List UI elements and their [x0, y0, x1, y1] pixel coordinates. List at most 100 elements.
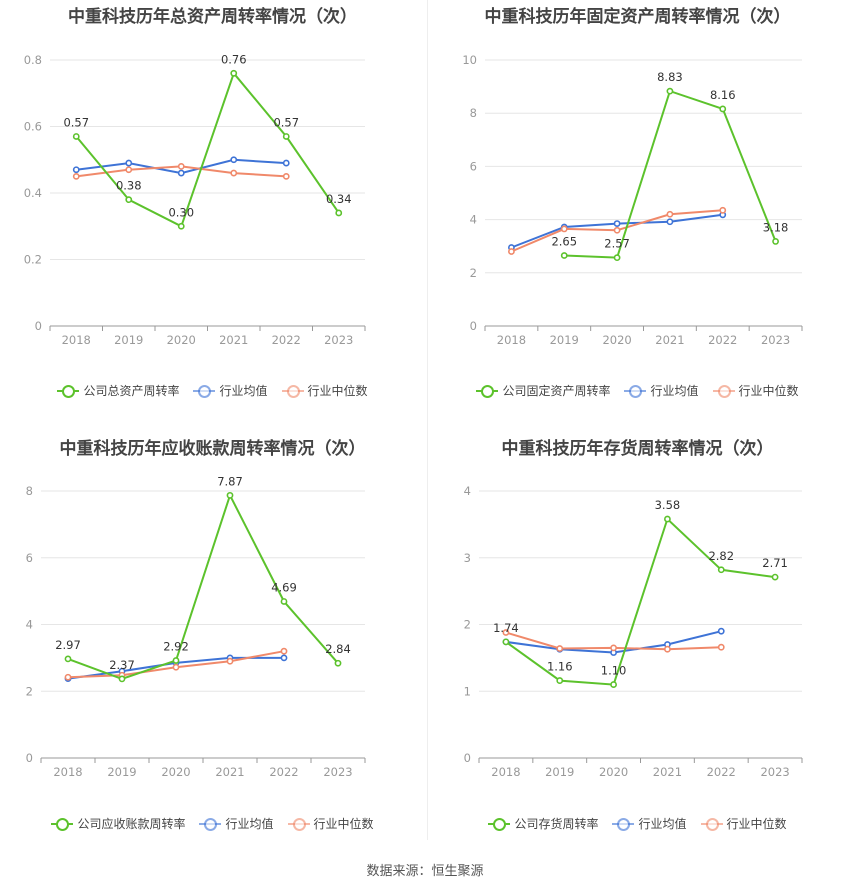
x-tick-label: 2018	[497, 333, 526, 347]
chart-legend: 公司固定资产周转率 行业均值 行业中位数	[425, 382, 850, 399]
data-label: 3.18	[763, 220, 789, 234]
legend-item-average[interactable]: 行业均值	[193, 382, 268, 399]
data-point-median	[282, 172, 290, 180]
data-label: 0.30	[168, 205, 194, 219]
data-label: 0.57	[273, 115, 299, 129]
chart-svg: 0 2 4 6 8 2018 2019 2020 2021 2022 2023 2.97 2.37 2.9…	[26, 474, 366, 779]
panel-divider	[427, 0, 428, 840]
chart-title: 中重科技历年固定资产周转率情况（次）	[484, 7, 791, 27]
y-tick-label: 6	[470, 159, 477, 173]
legend-marker-icon	[612, 817, 635, 831]
y-tick-label: 2	[26, 684, 33, 698]
legend-item-median[interactable]: 行业中位数	[700, 815, 787, 832]
y-tick-label: 0	[470, 319, 477, 333]
x-tick-label: 2020	[602, 333, 631, 347]
series-line-company	[67, 492, 339, 680]
data-point-median	[556, 645, 564, 652]
legend-marker-icon	[700, 817, 723, 831]
legend-label: 行业均值	[638, 817, 687, 831]
legend-item-company[interactable]: 公司总资产周转率	[57, 382, 179, 399]
data-label: 0.38	[116, 179, 142, 193]
data-label: 8.83	[657, 70, 683, 84]
data-label: 0.57	[63, 115, 89, 129]
data-point-median	[230, 169, 238, 177]
data-point-company	[502, 638, 510, 646]
y-tick-label: 4	[464, 484, 471, 498]
data-label: 2.97	[55, 638, 81, 652]
legend-item-average[interactable]: 行业均值	[624, 382, 699, 399]
chart-panel-receivable-turnover: 中重科技历年应收账款周转率情况（次） 0 2 4 6 8 2018 2019 2020 2021…	[0, 432, 425, 862]
legend-marker-icon	[712, 384, 735, 398]
data-point-company	[771, 573, 779, 581]
legend-marker-icon	[57, 384, 80, 398]
x-tick-label: 2023	[323, 765, 352, 779]
data-point-median	[226, 657, 234, 665]
data-point-average	[280, 654, 288, 662]
y-tick-label: 2	[470, 266, 477, 280]
data-point-company	[719, 105, 727, 113]
data-label: 2.92	[163, 640, 189, 654]
legend-item-company[interactable]: 公司应收账款周转率	[51, 815, 185, 832]
legend-item-median[interactable]: 行业中位数	[281, 382, 368, 399]
data-label: 1.74	[493, 621, 519, 635]
data-point-company	[125, 196, 133, 204]
legend-label: 行业中位数	[313, 817, 374, 831]
x-tick-label: 2023	[760, 765, 789, 779]
y-tick-label: 0.8	[24, 53, 42, 67]
data-label: 3.58	[655, 498, 681, 512]
legend-item-company[interactable]: 公司存货周转率	[488, 815, 598, 832]
data-point-median	[719, 206, 727, 214]
data-label: 2.65	[551, 235, 577, 249]
data-point-company	[772, 238, 779, 245]
legend-label: 行业均值	[219, 384, 268, 398]
legend-item-median[interactable]: 行业中位数	[712, 382, 799, 399]
legend-marker-icon	[624, 384, 647, 398]
data-point-average	[717, 627, 725, 635]
data-label: 2.82	[708, 549, 734, 563]
data-point-company	[226, 491, 234, 499]
legend-marker-icon	[488, 817, 511, 831]
legend-item-average[interactable]: 行业均值	[612, 815, 687, 832]
legend-label: 公司应收账款周转率	[77, 817, 186, 831]
data-point-company	[664, 515, 671, 523]
data-label: 2.37	[109, 658, 135, 672]
legend-label: 行业均值	[225, 817, 274, 831]
y-tick-label: 3	[464, 551, 471, 565]
x-tick-label: 2020	[167, 333, 196, 347]
chart-legend: 公司存货周转率 行业均值 行业中位数	[425, 815, 850, 832]
x-tick-label: 2021	[653, 765, 682, 779]
chart-panel-inventory-turnover: 中重科技历年存货周转率情况（次） 0 1 2 3 4 2018 2019 2020 2021 20…	[425, 432, 850, 862]
data-label: 7.87	[217, 474, 243, 488]
chart-svg: 0 0.2 0.4 0.6 0.8 2018 2019 2020 2021 2022 2023 0.5…	[24, 52, 366, 347]
data-point-company	[118, 675, 126, 683]
data-point-median	[125, 166, 133, 174]
data-label: 2.57	[604, 237, 630, 251]
data-label: 1.16	[547, 660, 573, 674]
data-point-median	[172, 663, 180, 671]
series-line-company	[564, 89, 777, 259]
legend-label: 公司总资产周转率	[83, 384, 180, 398]
data-point-median	[560, 225, 568, 233]
y-tick-label: 1	[464, 684, 471, 698]
x-tick-label: 2019	[114, 333, 143, 347]
legend-marker-icon	[281, 384, 304, 398]
data-point-median	[613, 226, 621, 234]
data-point-median	[72, 172, 80, 180]
legend-item-average[interactable]: 行业均值	[199, 815, 274, 832]
x-tick-label: 2019	[550, 333, 579, 347]
data-point-company	[282, 133, 290, 140]
legend-label: 公司固定资产周转率	[502, 384, 611, 398]
chart-svg: 0 1 2 3 4 2018 2019 2020 2021 2022 2023 1.74 1.16 1.1…	[464, 484, 803, 779]
data-point-average	[177, 169, 185, 177]
data-label: 1.10	[601, 664, 627, 678]
data-point-company	[72, 133, 80, 140]
legend-item-company[interactable]: 公司固定资产周转率	[476, 382, 610, 399]
x-tick-label: 2022	[269, 765, 298, 779]
x-tick-label: 2018	[491, 765, 520, 779]
series-line-company	[505, 517, 776, 686]
x-tick-label: 2019	[107, 765, 136, 779]
legend-item-median[interactable]: 行业中位数	[287, 815, 374, 832]
data-point-median	[280, 647, 288, 655]
x-tick-label: 2020	[599, 765, 628, 779]
data-point-average	[282, 159, 290, 167]
